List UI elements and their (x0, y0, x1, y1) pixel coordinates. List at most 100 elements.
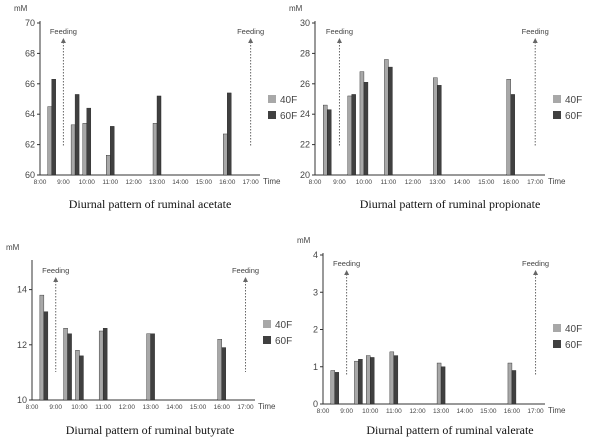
acetate-x-tick-label: 13:00 (149, 179, 166, 186)
acetate-bar-40F (106, 155, 110, 175)
valerate-x-tick-label: 16:00 (504, 408, 521, 415)
propionate-feeding-label: Feeding (326, 27, 353, 36)
butyrate-x-tick-label: 9:00 (49, 404, 62, 411)
butyrate-feeding-arrow-head (243, 277, 248, 282)
butyrate-unit-label: mM (6, 243, 20, 252)
valerate-feeding-label: Feeding (333, 259, 360, 268)
propionate-x-tick-label: 12:00 (405, 179, 422, 186)
valerate-x-tick-label: 10:00 (362, 408, 379, 415)
butyrate-feeding-label: Feeding (232, 266, 259, 275)
valerate-y-tick-label: 2 (313, 325, 318, 335)
butyrate-x-tick-label: 13:00 (142, 404, 159, 411)
valerate-bar-40F (508, 363, 512, 404)
acetate-bar-60F (157, 96, 161, 175)
butyrate-x-tick-label: 8:00 (26, 404, 39, 411)
acetate-bar-40F (153, 123, 157, 175)
propionate-x-tick-label: 16:00 (503, 179, 520, 186)
acetate-y-tick-label: 64 (25, 109, 35, 119)
butyrate-bar-60F (68, 334, 72, 400)
valerate-x-tick-label: 15:00 (480, 408, 497, 415)
acetate-feeding-label: Feeding (50, 27, 77, 36)
butyrate-x-tick-label: 15:00 (190, 404, 207, 411)
acetate-bar-40F (223, 134, 227, 175)
acetate-y-tick-label: 66 (25, 79, 35, 89)
valerate-bar-60F (512, 370, 516, 404)
propionate-x-tick-label: 10:00 (356, 179, 373, 186)
valerate-bar-60F (394, 356, 398, 404)
valerate-bar-40F (354, 361, 358, 404)
butyrate-y-tick-label: 12 (17, 340, 27, 350)
valerate-bar-40F (366, 356, 370, 404)
acetate-feeding-label: Feeding (237, 27, 264, 36)
acetate-legend-swatch-60F (268, 111, 276, 119)
butyrate-legend-swatch-60F (263, 336, 271, 344)
acetate-feeding-arrow-head (61, 38, 66, 43)
acetate-x-tick-label: 15:00 (196, 179, 213, 186)
propionate-x-tick-label: 14:00 (454, 179, 471, 186)
caption-acetate: Diurnal pattern of ruminal acetate (0, 197, 300, 212)
valerate-x-tick-label: 14:00 (457, 408, 474, 415)
propionate-bar-60F (352, 94, 356, 175)
propionate-legend-swatch-60F (553, 111, 561, 119)
propionate-bar-40F (384, 59, 388, 175)
acetate-bar-40F (83, 123, 87, 175)
butyrate-bar-40F (218, 339, 222, 400)
valerate-y-tick-label: 4 (313, 250, 318, 260)
valerate-feeding-arrow-head (533, 270, 538, 275)
butyrate-feeding-arrow-head (53, 277, 58, 282)
propionate-unit-label: mM (289, 4, 303, 13)
butyrate-legend-swatch-40F (263, 320, 271, 328)
butyrate-bar-40F (40, 295, 44, 400)
valerate-bar-60F (370, 357, 374, 404)
butyrate-bar-40F (64, 328, 68, 400)
butyrate-bar-60F (103, 328, 107, 400)
propionate-y-tick-label: 30 (300, 18, 310, 28)
butyrate-legend-label-60F: 60F (275, 336, 292, 347)
butyrate-x-tick-label: 14:00 (166, 404, 183, 411)
propionate-bar-60F (364, 82, 368, 175)
butyrate-bar-60F (44, 312, 48, 400)
acetate-legend-label-60F: 60F (280, 111, 297, 122)
propionate-x-tick-label: 8:00 (309, 179, 322, 186)
butyrate-bar-60F (222, 348, 226, 400)
caption-valerate: Diurnal pattern of ruminal valerate (300, 423, 600, 438)
acetate-feeding-arrow-head (248, 38, 253, 43)
propionate-x-tick-label: 15:00 (478, 179, 495, 186)
butyrate-feeding-label: Feeding (42, 266, 69, 275)
valerate-bar-60F (358, 359, 362, 404)
valerate-bar-60F (335, 372, 339, 404)
valerate-unit-label: mM (297, 236, 311, 245)
acetate-unit-label: mM (14, 4, 28, 13)
acetate-x-axis-label: Time (263, 177, 281, 186)
propionate-legend-label-60F: 60F (565, 111, 582, 122)
propionate-bar-60F (511, 94, 515, 175)
propionate-y-tick-label: 26 (300, 79, 310, 89)
valerate-x-tick-label: 9:00 (340, 408, 353, 415)
butyrate-y-tick-label: 14 (17, 285, 27, 295)
valerate-bar-40F (390, 352, 394, 404)
valerate-legend-label-60F: 60F (565, 340, 582, 351)
acetate-y-tick-label: 70 (25, 18, 35, 28)
valerate-bar-40F (331, 370, 335, 404)
acetate-x-tick-label: 8:00 (34, 179, 47, 186)
acetate-x-tick-label: 10:00 (79, 179, 96, 186)
valerate-feeding-arrow-head (344, 270, 349, 275)
valerate-legend-label-40F: 40F (565, 324, 582, 335)
butyrate-x-tick-label: 10:00 (71, 404, 88, 411)
acetate-bar-60F (52, 79, 56, 175)
acetate-x-tick-label: 16:00 (219, 179, 236, 186)
acetate-bar-40F (48, 107, 52, 175)
propionate-y-tick-label: 22 (300, 140, 310, 150)
valerate-bar-60F (441, 367, 445, 404)
propionate-y-tick-label: 24 (300, 109, 310, 119)
valerate-bar-40F (437, 363, 441, 404)
acetate-y-tick-label: 62 (25, 140, 35, 150)
propionate-legend-label-40F: 40F (565, 95, 582, 106)
propionate-bar-40F (348, 96, 352, 175)
butyrate-bar-40F (99, 331, 103, 400)
acetate-bar-40F (71, 125, 75, 175)
propionate-feeding-arrow-head (337, 38, 342, 43)
valerate-y-tick-label: 1 (313, 362, 318, 372)
caption-propionate: Diurnal pattern of ruminal propionate (300, 197, 600, 212)
